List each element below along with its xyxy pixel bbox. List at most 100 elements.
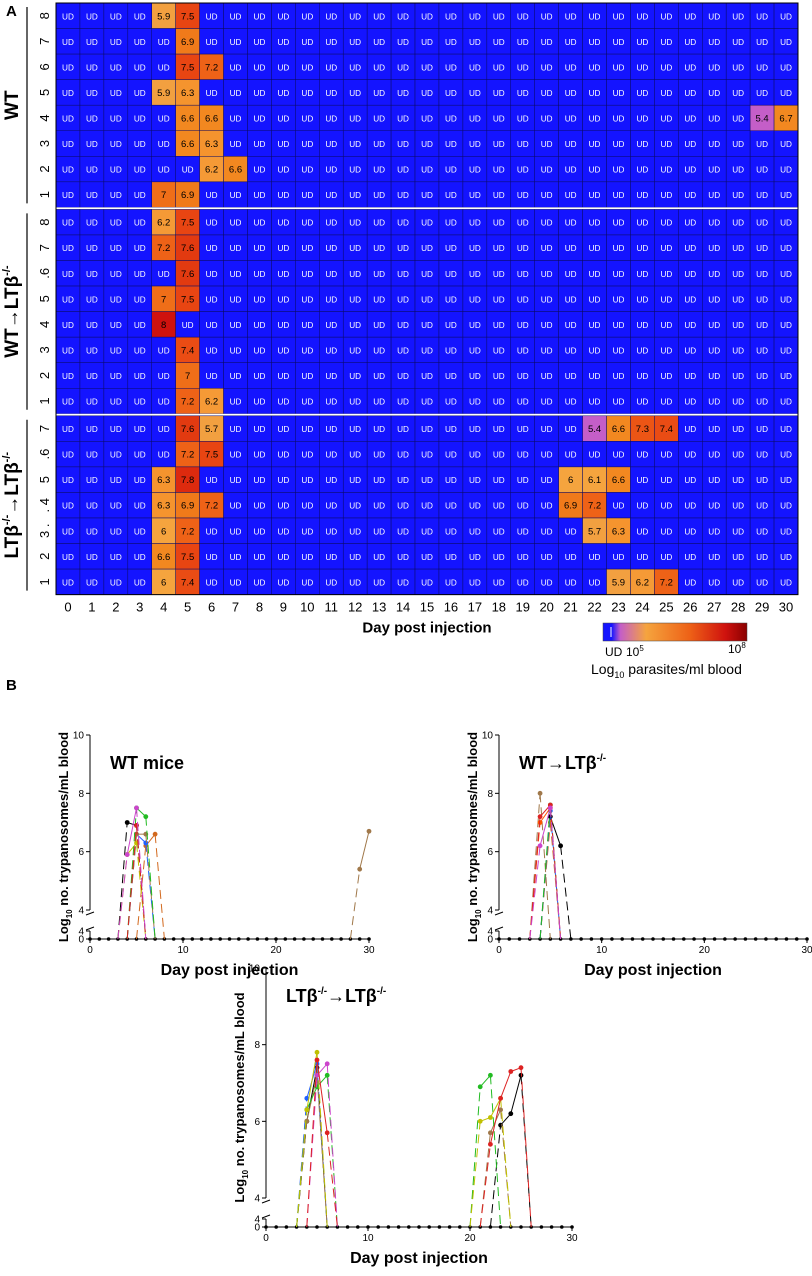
heatmap-cell-label: UD	[708, 321, 720, 330]
heatmap-cell-label: UD	[684, 425, 696, 434]
heatmap-cell-label: UD	[421, 476, 433, 485]
heatmap-cell-label: 5.9	[157, 88, 170, 99]
row-label: 5	[37, 476, 52, 483]
heatmap-cell-label: UD	[397, 425, 409, 434]
heatmap-cell-label: UD	[684, 372, 696, 381]
chart-title: WT→LTβ-/-	[519, 753, 606, 773]
row-label: 3 .	[37, 524, 52, 538]
heatmap-cell-label: UD	[206, 476, 218, 485]
colorbar-label: Log10 parasites/ml blood	[591, 661, 742, 680]
row-label: 1	[37, 191, 52, 198]
heatmap-cell-label: UD	[349, 372, 361, 381]
heatmap-cell-label: UD	[110, 140, 122, 149]
baseline-point	[339, 937, 343, 941]
heatmap-cell-label: UD	[86, 270, 98, 279]
baseline-point	[743, 937, 748, 941]
heatmap-cell-label: UD	[613, 398, 625, 407]
heatmap-cell-label: UD	[277, 63, 289, 72]
heatmap-cell-label: UD	[445, 451, 457, 460]
heatmap-cell-label: UD	[469, 321, 481, 330]
heatmap-cell-label: UD	[254, 12, 266, 21]
heatmap-cell-label: UD	[493, 89, 505, 98]
heatmap-cell-label: UD	[493, 578, 505, 587]
heatmap-cell-label: 6.9	[181, 501, 194, 512]
heatmap-cell-label: UD	[756, 38, 768, 47]
y-tick-label: 6	[254, 1117, 260, 1128]
heatmap-cell-label: UD	[708, 38, 720, 47]
baseline-point	[437, 1225, 442, 1229]
heatmap-cell-label: UD	[134, 398, 146, 407]
data-point	[498, 1107, 503, 1113]
heatmap-cell-label: UD	[684, 270, 696, 279]
heatmap-cell-label: UD	[637, 244, 649, 253]
heatmap-cell-label: UD	[134, 166, 146, 175]
heatmap-cell-label: UD	[637, 191, 649, 200]
y-tick-label: 4	[78, 927, 84, 938]
heatmap-cell-label: 6.2	[636, 577, 649, 588]
data-point	[488, 1141, 493, 1147]
data-point	[558, 843, 563, 849]
data-point	[477, 1118, 483, 1124]
heatmap-cell-label: UD	[637, 321, 649, 330]
heatmap-cell-label: UD	[301, 346, 313, 355]
heatmap-cell-label: UD	[397, 63, 409, 72]
heatmap-cell-label: UD	[469, 553, 481, 562]
baseline-point	[569, 937, 573, 941]
heatmap-cell-label: UD	[469, 244, 481, 253]
heatmap-cell-label: UD	[684, 140, 696, 149]
baseline-point	[106, 937, 111, 941]
heatmap-cell-label: UD	[349, 578, 361, 587]
heatmap-cell-label: 5.4	[755, 113, 768, 124]
heatmap-cell-label: UD	[732, 476, 744, 485]
heatmap-cell-label: UD	[517, 140, 529, 149]
heatmap-cell-label: UD	[469, 398, 481, 407]
heatmap-cell-label: UD	[397, 578, 409, 587]
heatmap-cell-label: UD	[325, 398, 337, 407]
heatmap-cell-label: UD	[301, 270, 313, 279]
heatmap-cell-label: UD	[756, 63, 768, 72]
heatmap-cell-label: UD	[349, 425, 361, 434]
data-point	[508, 1069, 514, 1074]
heatmap-cell-label: UD	[325, 244, 337, 253]
heatmap-cell-label: UD	[708, 114, 720, 123]
x-axis-label: Day post injection	[161, 962, 299, 979]
baseline-point	[386, 1225, 391, 1229]
series-line	[126, 842, 137, 855]
series-line	[469, 1086, 481, 1228]
heatmap-cell-label: UD	[62, 425, 74, 434]
heatmap-cell-label: UD	[708, 578, 720, 587]
heatmap-cell-label: UD	[708, 140, 720, 149]
heatmap-cell-label: UD	[613, 553, 625, 562]
heatmap-cell-label: UD	[62, 140, 74, 149]
group-separator	[56, 207, 798, 210]
heatmap-cell-label: UD	[397, 553, 409, 562]
heatmap-cell-label: UD	[637, 219, 649, 228]
row-label: 8	[37, 219, 52, 226]
heatmap-cell-label: UD	[708, 63, 720, 72]
x-tick-label: 30	[801, 945, 812, 956]
heatmap-cell-label: UD	[134, 578, 146, 587]
baseline-point	[599, 937, 604, 941]
heatmap-cell-label: UD	[589, 553, 601, 562]
heatmap-cell-label: UD	[421, 12, 433, 21]
heatmap-cell-label: UD	[230, 38, 242, 47]
heatmap-cell-label: UD	[780, 398, 792, 407]
heatmap-cell-label: UD	[541, 578, 553, 587]
heatmap-cell-label: 6.6	[157, 552, 170, 563]
series-line	[489, 1125, 502, 1228]
heatmap-cell-label: UD	[541, 38, 553, 47]
heatmap-cell-label: UD	[613, 166, 625, 175]
x-tick-label: 24	[635, 600, 649, 615]
heatmap-cell-label: UD	[421, 191, 433, 200]
data-point	[314, 1072, 320, 1078]
heatmap-cell-label: UD	[158, 63, 170, 72]
heatmap-cell-label: UD	[517, 191, 529, 200]
heatmap-cell-label: UD	[301, 295, 313, 304]
heatmap-cell-label: UD	[349, 476, 361, 485]
baseline-point	[227, 937, 232, 941]
heatmap-cell-label: UD	[325, 114, 337, 123]
heatmap-cell-label: UD	[493, 270, 505, 279]
heatmap-cell-label: UD	[158, 372, 170, 381]
heatmap-cell-label: UD	[230, 476, 242, 485]
